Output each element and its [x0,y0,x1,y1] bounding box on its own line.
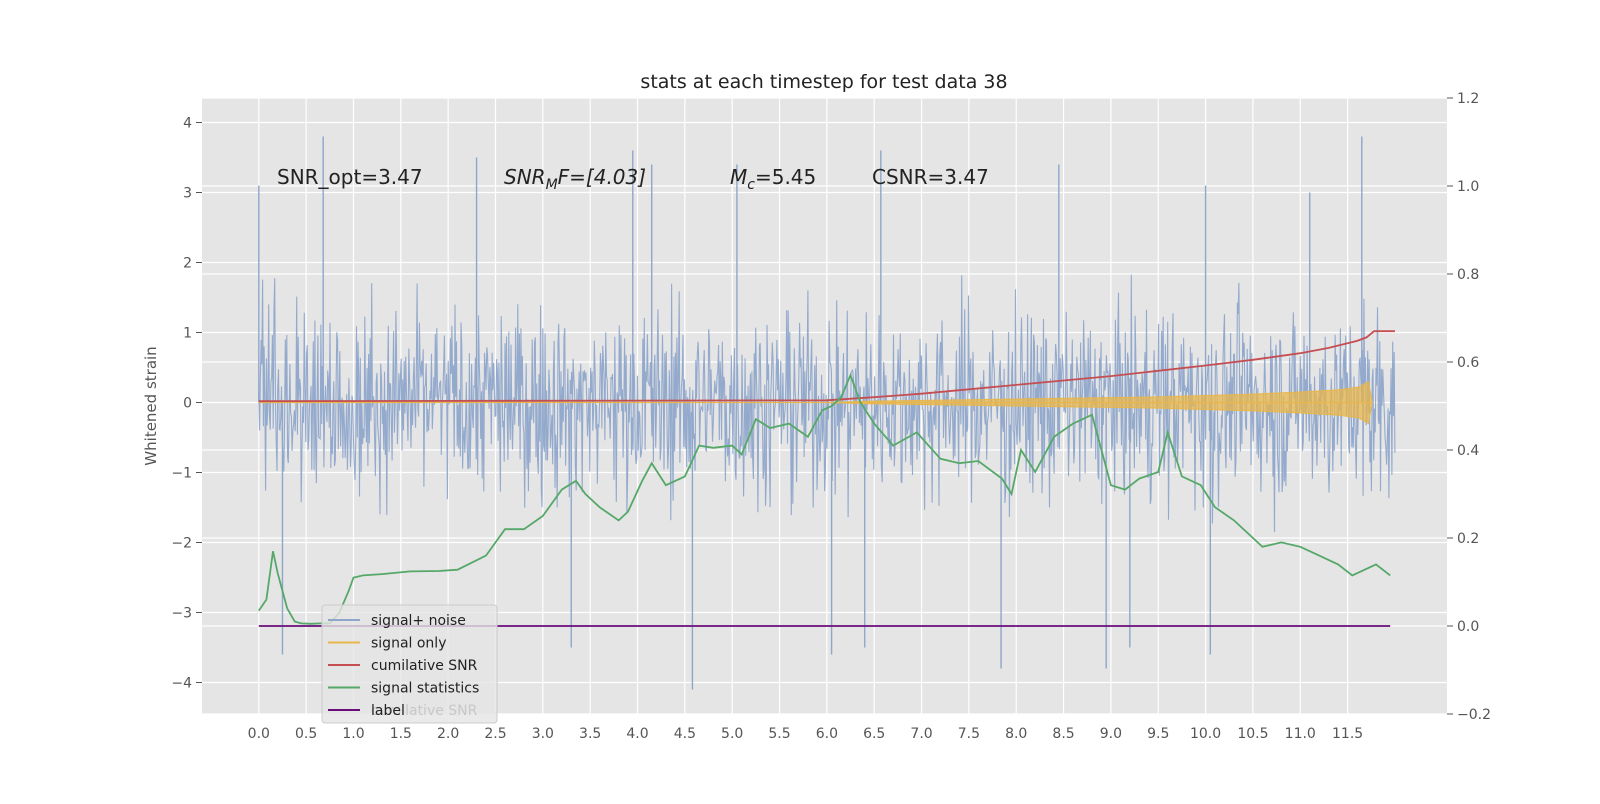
x-tick-label-11: 5.5 [768,726,790,742]
x-tick-label-0: 0.0 [248,726,270,742]
y2-tick-label-4: 0.6 [1457,355,1479,371]
signal-noise-line [258,274,1396,533]
mc-value: =5.45 [755,165,816,189]
right-y-axis-ticks: −0.2 0.0 0.2 0.4 0.6 0.8 1.0 1.2 [1447,91,1491,723]
signal-statistics-line [258,372,1391,625]
x-tick-label-19: 9.5 [1147,726,1169,742]
x-tick-label-20: 10.0 [1190,726,1221,742]
x-tick-label-7: 3.5 [579,726,601,742]
x-tick-label-2: 1.0 [342,726,364,742]
y-tick-label-6: 2 [183,256,192,272]
x-tick-label-9: 4.5 [674,726,696,742]
snr-mf-annotation: SNRMF=[4.03] [504,165,646,193]
line-series [258,330,1395,627]
mc-annotation: Mc=5.45 [730,165,816,193]
signal-noise-series [258,136,1396,690]
snr-mf-main: SNR [504,165,546,189]
y2-tick-label-7: 1.2 [1457,91,1479,107]
cumilative-snr-line [258,330,1395,403]
x-tick-label-1: 0.5 [295,726,317,742]
x-tick-label-15: 7.5 [958,726,980,742]
x-tick-label-12: 6.0 [816,726,838,742]
x-tick-label-22: 11.0 [1285,726,1316,742]
x-tick-label-18: 9.0 [1100,726,1122,742]
y2-tick-label-5: 0.8 [1457,267,1479,283]
y2-tick-label-6: 1.0 [1457,179,1479,195]
x-tick-label-21: 10.5 [1237,726,1268,742]
x-tick-label-13: 6.5 [863,726,885,742]
y-tick-label-2: −2 [171,536,192,552]
legend-label-0: signal+ noise [371,613,466,629]
legend-label-2: cumilative SNR [371,658,478,674]
y2-tick-label-2: 0.2 [1457,531,1479,547]
y-tick-label-1: −3 [171,606,192,622]
y-tick-label-8: 4 [183,116,192,132]
y2-tick-label-0: −0.2 [1457,707,1491,723]
y2-tick-label-1: 0.0 [1457,619,1479,635]
legend-entries: signal+ noise signal only cumilative SNR si… [328,613,479,719]
snr-opt-annotation: SNR_opt=3.47 [277,165,423,189]
x-tick-label-23: 11.5 [1332,726,1363,742]
x-tick-label-10: 5.0 [721,726,743,742]
x-tick-label-5: 2.5 [484,726,506,742]
snr-mf-sub: M [546,177,558,193]
mc-sub: c [747,177,755,193]
y-tick-label-7: 3 [183,186,192,202]
x-tick-label-17: 8.5 [1052,726,1074,742]
snr-mf-f: F=[4.03] [558,165,646,189]
y-axis-ticks: −4 −3 −2 −1 0 1 2 3 4 [171,116,202,692]
y-axis-label: Whitened strain [142,346,160,465]
y2-tick-label-3: 0.4 [1457,443,1479,459]
mc-main: M [730,165,747,189]
legend-ghost-text: cumilative SNR [371,703,478,719]
x-tick-label-3: 1.5 [390,726,412,742]
chart-legend: cumilative SNR signal+ noise signal only c… [321,604,498,724]
csnr-annotation: CSNR=3.47 [872,165,989,189]
x-tick-label-4: 2.0 [437,726,459,742]
x-tick-label-8: 4.0 [626,726,648,742]
y-tick-label-4: 0 [183,396,192,412]
chart-title: stats at each timestep for test data 38 [640,71,1007,93]
legend-box [321,604,498,724]
y-tick-label-0: −4 [171,676,192,692]
legend-label-3: signal statistics [371,681,479,697]
y-tick-label-3: −1 [171,466,192,482]
x-tick-label-14: 7.0 [910,726,932,742]
legend-label-1: signal only [371,636,446,652]
x-axis-ticks: 0.0 0.5 1.0 1.5 2.0 2.5 3.0 3.5 4.0 4.5 5.0 5.5 6.0 6… [248,726,1364,742]
x-tick-label-6: 3.0 [532,726,554,742]
y-tick-label-5: 1 [183,326,192,342]
legend-label-4: label [371,703,405,719]
x-tick-label-16: 8.0 [1005,726,1027,742]
